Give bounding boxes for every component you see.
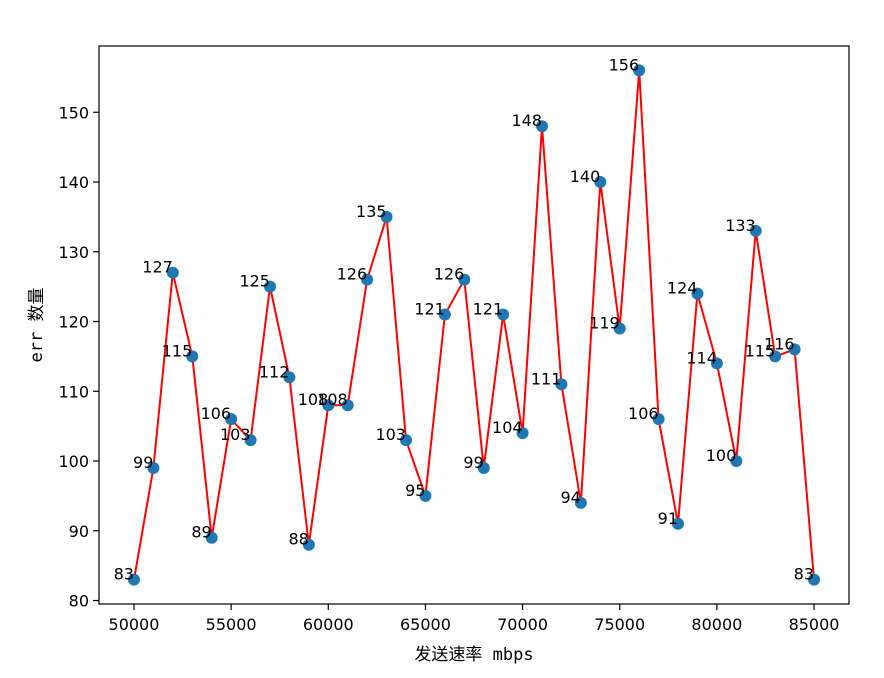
data-point [633, 64, 646, 77]
data-label: 121 [473, 300, 504, 319]
data-label: 140 [570, 167, 601, 186]
x-tick-label: 55000 [206, 615, 257, 634]
x-tick-label: 60000 [303, 615, 354, 634]
x-tick-label: 80000 [691, 615, 742, 634]
data-label: 156 [609, 55, 640, 74]
data-point [244, 434, 257, 447]
data-label: 115 [162, 341, 193, 360]
y-axis-title: err 数量 [27, 288, 47, 363]
y-tick-label: 80 [69, 592, 89, 611]
data-point [438, 308, 451, 321]
data-point [283, 371, 296, 384]
data-point [147, 461, 160, 474]
data-label: 115 [745, 341, 776, 360]
y-tick-label: 110 [58, 382, 89, 401]
data-label: 83 [114, 565, 134, 584]
data-point [594, 176, 607, 189]
y-tick-label: 130 [58, 243, 89, 262]
data-point [516, 427, 529, 440]
data-label: 99 [463, 453, 483, 472]
series-markers [127, 64, 821, 586]
data-label: 119 [589, 313, 620, 332]
data-point [458, 273, 471, 286]
x-tick-label: 65000 [400, 615, 451, 634]
data-point [361, 273, 374, 286]
data-label: 100 [706, 446, 737, 465]
data-point [652, 413, 665, 426]
data-point [263, 280, 276, 293]
x-tick-label: 50000 [109, 615, 160, 634]
data-point [808, 573, 821, 586]
data-point [302, 538, 315, 551]
data-point [788, 343, 801, 356]
data-label: 126 [434, 265, 465, 284]
data-label: 103 [375, 425, 406, 444]
data-label: 103 [220, 425, 251, 444]
data-label: 116 [764, 334, 795, 353]
data-label: 106 [201, 404, 232, 423]
data-label: 91 [658, 509, 678, 528]
y-tick-label: 140 [58, 173, 89, 192]
x-tick-label: 85000 [789, 615, 840, 634]
y-tick-label: 100 [58, 452, 89, 471]
data-label: 88 [288, 530, 308, 549]
data-label: 135 [356, 202, 387, 221]
data-point [225, 413, 238, 426]
data-label: 108 [317, 390, 348, 409]
data-label: 108 [298, 390, 329, 409]
data-point [419, 489, 432, 502]
data-point [380, 210, 393, 223]
data-point [691, 287, 704, 300]
data-label: 83 [794, 565, 814, 584]
plot-area [98, 45, 850, 605]
data-label: 114 [686, 348, 717, 367]
y-axis: 80 90 100 110 120 130 140 150 [58, 103, 99, 611]
data-point [555, 378, 568, 391]
data-point [166, 266, 179, 279]
data-point [574, 496, 587, 509]
data-point [730, 455, 743, 468]
data-point [186, 350, 199, 363]
data-point [710, 357, 723, 370]
y-tick-label: 150 [58, 103, 89, 122]
data-point [497, 308, 510, 321]
data-label: 106 [628, 404, 659, 423]
data-label: 127 [142, 258, 173, 277]
data-label: 112 [259, 362, 290, 381]
data-point [536, 120, 549, 133]
data-point [769, 350, 782, 363]
data-label: 126 [337, 265, 368, 284]
data-label: 94 [561, 488, 581, 507]
data-point [399, 434, 412, 447]
data-point [477, 461, 490, 474]
x-tick-label: 75000 [594, 615, 645, 634]
data-label: 133 [725, 216, 756, 235]
data-label: 89 [191, 523, 211, 542]
data-label: 111 [531, 369, 562, 388]
data-label: 124 [667, 279, 698, 298]
x-tick-label: 70000 [497, 615, 548, 634]
y-tick-label: 120 [58, 313, 89, 332]
y-tick-label: 90 [69, 522, 89, 541]
data-label: 95 [405, 481, 425, 500]
data-point [341, 399, 354, 412]
x-axis: 50000 55000 60000 65000 70000 75000 80000 85000 [109, 604, 840, 634]
data-label: 125 [239, 272, 270, 291]
data-point [322, 399, 335, 412]
data-label: 104 [492, 418, 523, 437]
x-axis-title: 发送速率 mbps [414, 645, 533, 665]
data-point [613, 322, 626, 335]
data-point [672, 517, 685, 530]
data-point [749, 224, 762, 237]
data-label: 121 [414, 300, 445, 319]
data-point [205, 531, 218, 544]
data-label: 148 [511, 111, 542, 130]
data-label: 99 [133, 453, 153, 472]
data-point [127, 573, 140, 586]
